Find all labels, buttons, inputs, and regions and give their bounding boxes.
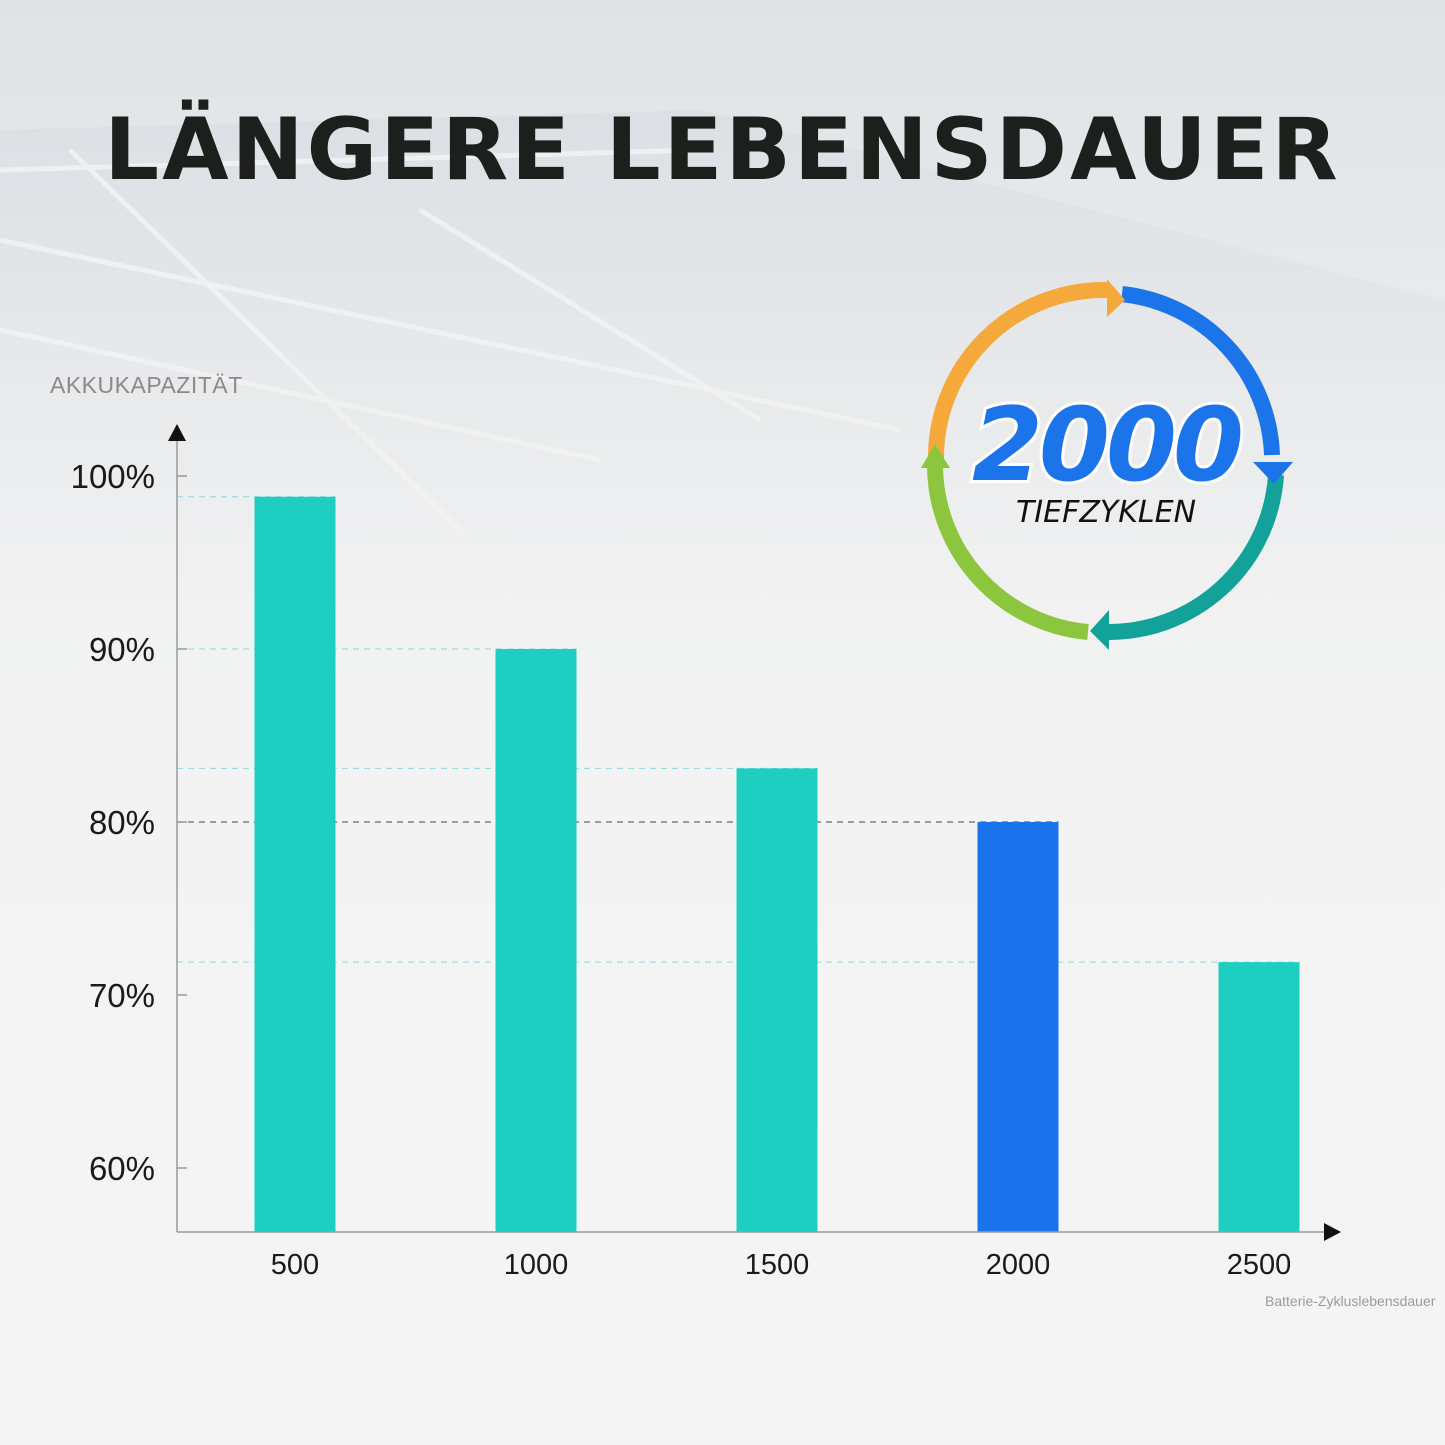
bar-highlighted	[977, 821, 1059, 1232]
bar	[736, 768, 818, 1232]
x-axis-label: Batterie-Zykluslebensdauer	[1265, 1293, 1436, 1309]
badge-label: TIEFZYKLEN	[1016, 495, 1196, 530]
y-axis-arrow-icon	[168, 424, 186, 441]
arrow-down-icon	[1253, 462, 1293, 484]
bar	[1218, 962, 1300, 1232]
bar	[254, 496, 336, 1232]
ring-segment-blue	[1121, 286, 1280, 456]
bar	[495, 648, 577, 1232]
y-axis-label: AKKUKAPAZITÄT	[50, 372, 243, 398]
y-tick-labels: 100% 90% 80% 70% 60%	[71, 458, 187, 1187]
y-tick-label: 90%	[89, 631, 155, 668]
x-tick-label: 2500	[1227, 1249, 1292, 1281]
y-tick-label: 80%	[89, 804, 155, 841]
x-tick-labels: 500 1000 1500 2000 2500	[271, 1249, 1291, 1281]
solar-panel-background	[0, 0, 1445, 640]
ring-segment-teal	[1103, 474, 1284, 641]
y-tick-label: 60%	[89, 1150, 155, 1187]
x-axis-arrow-icon	[1324, 1223, 1341, 1241]
cycles-badge: 2000 TIEFZYKLEN	[921, 279, 1293, 650]
badge-number: 2000	[972, 386, 1241, 505]
bars-group	[254, 496, 1300, 1232]
arrow-left-icon	[1090, 610, 1109, 650]
arrow-up-icon	[921, 444, 950, 468]
ring-segment-green	[927, 465, 1089, 640]
arrow-right-icon	[1107, 279, 1125, 317]
x-tick-label: 2000	[986, 1249, 1051, 1281]
y-tick-label: 100%	[71, 458, 155, 495]
y-tick-label: 70%	[89, 977, 155, 1014]
x-tick-label: 1000	[504, 1249, 569, 1281]
x-tick-label: 1500	[745, 1249, 810, 1281]
ring-segment-orange	[927, 281, 1109, 462]
x-tick-label: 500	[271, 1249, 319, 1281]
axes	[168, 424, 1341, 1241]
page-title: LÄNGERE LEBENSDAUER	[104, 100, 1341, 200]
